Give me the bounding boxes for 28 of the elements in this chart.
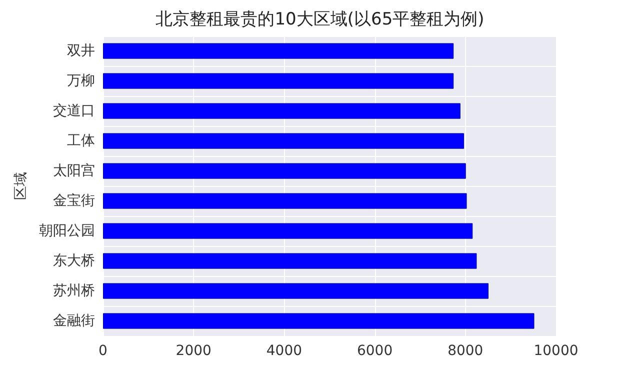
y-tick-label: 交道口 [53,103,95,119]
bar [103,103,460,119]
bar [103,283,489,299]
y-tick-label: 朝阳公园 [39,223,95,239]
y-tick-label: 金宝街 [53,193,95,209]
x-tick-label: 10000 [534,343,578,359]
y-tick-label: 工体 [67,133,95,149]
bar [103,163,466,179]
y-tick-label: 万柳 [67,73,95,89]
x-tick-label: 6000 [356,343,393,359]
bar [103,223,473,239]
bar [103,133,464,149]
x-tick-label: 2000 [176,343,212,359]
y-tick-label: 太阳宫 [53,163,95,179]
y-tick-label: 东大桥 [53,253,95,269]
y-tick-label: 金融街 [53,313,95,329]
bar [103,313,534,329]
y-tick-label: 双井 [67,43,95,59]
x-tick-label: 0 [98,343,108,359]
y-axis-title: 区域 [13,172,30,200]
bar [103,193,467,209]
y-tick-label: 苏州桥 [53,283,95,299]
x-tick-label: 4000 [266,343,302,359]
bar [103,43,454,59]
chart-title: 北京整租最贵的10大区域(以65平整租为例) [156,10,484,30]
x-tick-label: 8000 [448,343,484,359]
bar [103,73,454,89]
bar [103,253,477,269]
